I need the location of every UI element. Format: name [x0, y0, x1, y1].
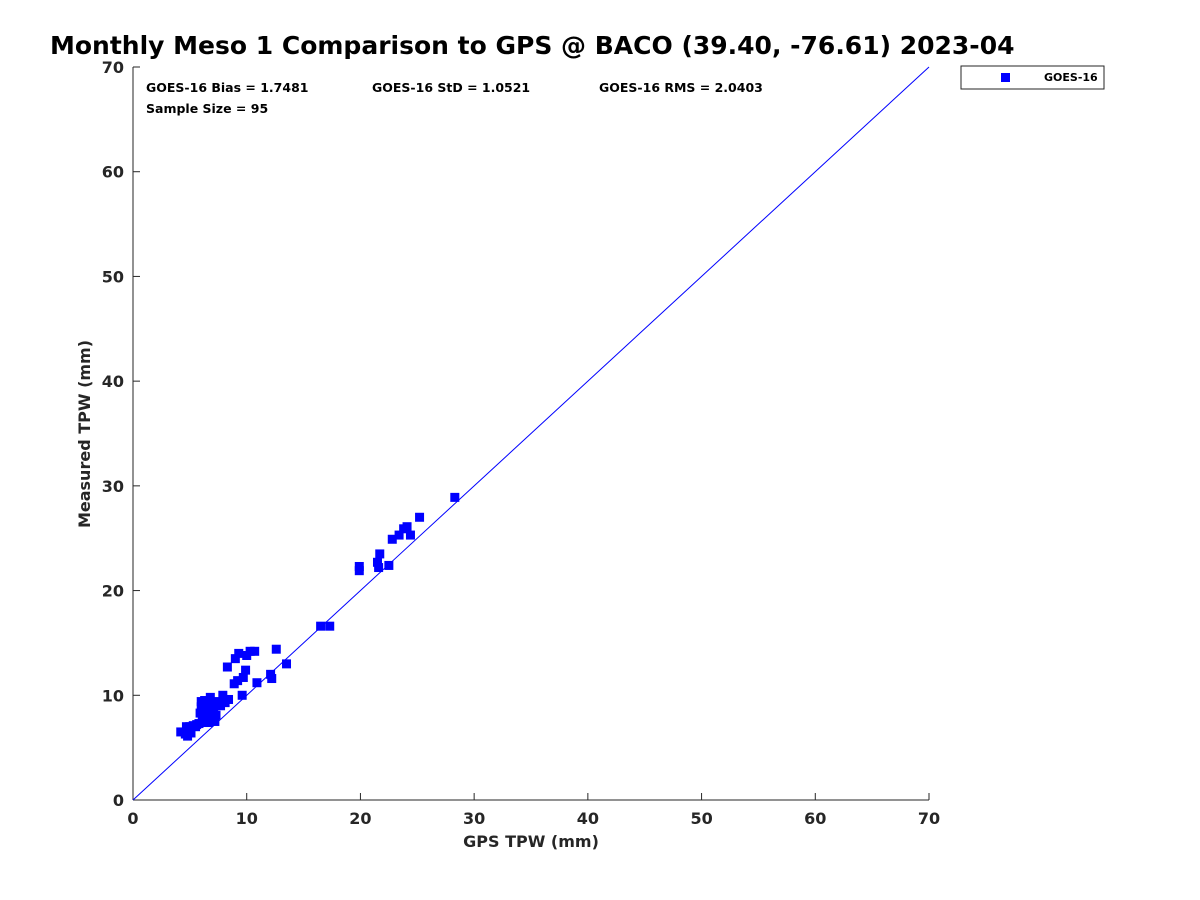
data-point — [282, 659, 292, 669]
data-point — [250, 646, 260, 656]
data-point — [203, 718, 213, 728]
x-tick-label: 40 — [577, 809, 599, 828]
data-point — [218, 690, 228, 700]
x-ticks: 0 10 20 30 40 50 60 70 — [127, 793, 940, 828]
x-tick-label: 30 — [463, 809, 485, 828]
series-goes16-points — [176, 492, 460, 741]
data-point — [210, 716, 220, 726]
data-point — [384, 560, 394, 570]
y-tick-label: 20 — [102, 582, 124, 601]
data-point — [238, 672, 248, 682]
data-point — [176, 727, 186, 737]
data-point — [387, 534, 397, 544]
data-point — [241, 665, 251, 675]
y-tick-label: 0 — [113, 791, 124, 810]
data-point — [204, 706, 214, 716]
data-point — [202, 701, 212, 711]
annotation-sample-size: Sample Size = 95 — [146, 101, 268, 116]
data-point — [230, 654, 240, 664]
x-axis-label: GPS TPW (mm) — [463, 832, 599, 851]
data-point — [375, 549, 385, 559]
data-point — [234, 648, 244, 658]
data-point — [233, 676, 243, 686]
data-point — [222, 662, 232, 672]
data-point — [245, 646, 255, 656]
data-point — [402, 522, 412, 532]
data-point — [394, 530, 404, 540]
data-point — [200, 696, 210, 706]
x-tick-label: 10 — [236, 809, 258, 828]
data-point — [237, 690, 247, 700]
data-point — [211, 710, 221, 720]
data-point — [415, 512, 425, 522]
data-point — [374, 563, 384, 573]
y-axis-label: Measured TPW (mm) — [75, 340, 94, 528]
axes — [132, 67, 929, 801]
y-tick-label: 40 — [102, 372, 124, 391]
data-point — [316, 621, 326, 631]
data-point — [450, 492, 460, 502]
x-tick-label: 20 — [349, 809, 371, 828]
data-point — [216, 701, 226, 711]
data-point — [405, 530, 415, 540]
y-tick-label: 60 — [102, 163, 124, 182]
annotation-bias: GOES-16 Bias = 1.7481 — [146, 80, 308, 95]
reference-line-1to1 — [132, 66, 930, 801]
annotation-rms: GOES-16 RMS = 2.0403 — [599, 80, 763, 95]
data-point — [325, 621, 335, 631]
data-point — [354, 566, 364, 576]
data-point — [186, 728, 196, 738]
data-point — [271, 644, 281, 654]
data-point — [252, 678, 262, 688]
chart-title: Monthly Meso 1 Comparison to GPS @ BACO … — [50, 31, 1014, 60]
legend: GOES-16 — [960, 65, 1105, 90]
legend-marker-goes16 — [1001, 73, 1010, 82]
y-ticks: 0 10 20 30 40 50 60 70 — [102, 58, 140, 810]
data-point — [224, 694, 234, 704]
y-tick-label: 30 — [102, 477, 124, 496]
y-tick-label: 50 — [102, 267, 124, 286]
annotation-std: GOES-16 StD = 1.0521 — [372, 80, 530, 95]
x-tick-label: 0 — [127, 809, 138, 828]
legend-box — [960, 65, 1105, 90]
y-tick-label: 70 — [102, 58, 124, 77]
y-tick-label: 10 — [102, 686, 124, 705]
data-point — [205, 692, 215, 702]
data-point — [372, 557, 382, 567]
data-point — [267, 674, 277, 684]
data-point — [208, 699, 218, 709]
legend-label-goes16: GOES-16 — [1044, 71, 1098, 84]
x-tick-label: 70 — [918, 809, 940, 828]
x-tick-label: 60 — [804, 809, 826, 828]
x-tick-label: 50 — [690, 809, 712, 828]
